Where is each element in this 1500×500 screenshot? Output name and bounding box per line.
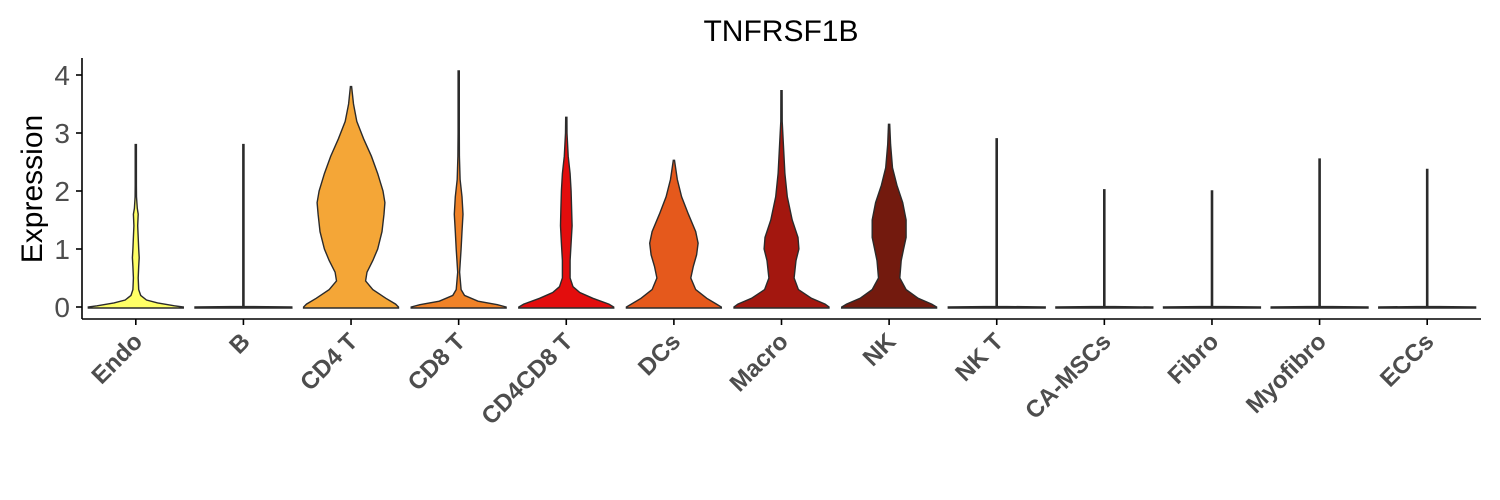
violin-eccs [1378, 168, 1477, 309]
violin-nk [840, 123, 938, 309]
y-tick-label: 2 [54, 176, 70, 207]
x-tick-label: ECCs [1375, 328, 1439, 392]
y-tick-label: 0 [54, 292, 70, 323]
violin-myofibro [1270, 158, 1369, 309]
x-tick-label: CA-MSCs [1020, 328, 1116, 424]
x-tick-label: B [224, 328, 255, 359]
y-ticks-group: 0 1 2 3 4 [54, 60, 82, 323]
y-tick-label: 1 [54, 234, 70, 265]
chart-title: TNFRSF1B [703, 15, 858, 48]
violin-cd4-t [302, 85, 400, 309]
violin-ca-mscs [1055, 189, 1154, 309]
y-tick-label: 4 [54, 60, 70, 91]
y-tick-label: 3 [54, 118, 70, 149]
violin-macro [733, 90, 830, 309]
violin-fibro [1162, 190, 1262, 309]
x-tick-label: CD4 T [295, 328, 363, 396]
violin-cd4cd8-t [518, 116, 615, 309]
violin-dcs [625, 159, 723, 309]
x-tick-label: Myofibro [1241, 328, 1332, 419]
x-tick-label: Endo [87, 328, 149, 390]
violin-nk-t [947, 138, 1046, 309]
violin-endo [87, 143, 185, 309]
violin-b [194, 143, 293, 309]
violins-group [87, 70, 1477, 309]
violin-cd8-t [410, 70, 507, 309]
x-ticks-group: Endo B CD4 T CD8 T CD4CD8 T DCs Macro NK NK T CA-… [87, 319, 1439, 430]
x-tick-label: DCs [633, 328, 686, 381]
y-axis-label: Expression [16, 115, 49, 263]
x-tick-label: NK [858, 328, 902, 372]
x-tick-label: CD4CD8 T [476, 328, 578, 430]
x-tick-label: CD8 T [403, 328, 471, 396]
x-tick-label: Fibro [1163, 328, 1225, 390]
x-tick-label: Macro [725, 328, 794, 397]
x-tick-label: NK T [950, 328, 1009, 387]
